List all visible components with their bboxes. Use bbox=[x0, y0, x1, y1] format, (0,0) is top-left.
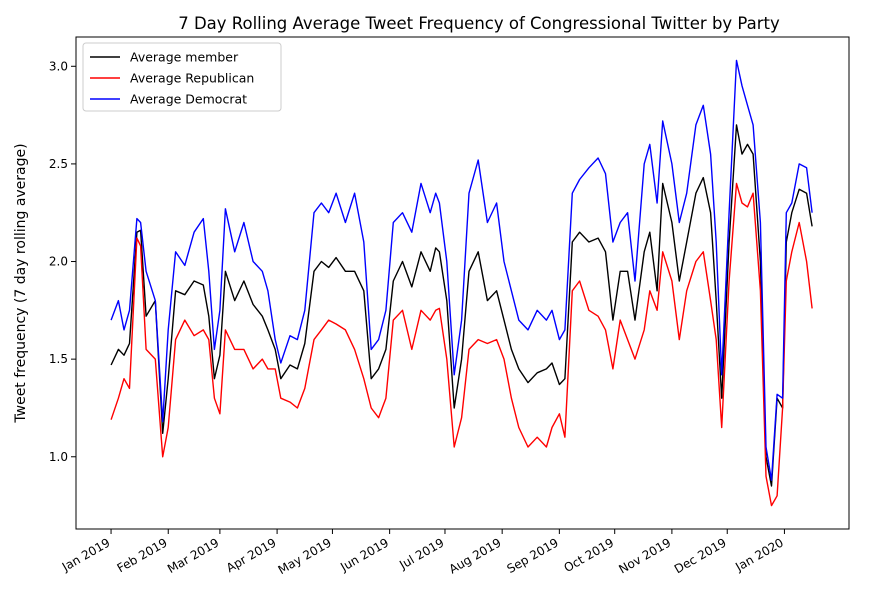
x-tick-label: Oct 2019 bbox=[561, 535, 616, 575]
y-tick-label: 1.5 bbox=[49, 352, 68, 366]
x-tick-label: Jan 2019 bbox=[59, 535, 113, 574]
y-tick-label: 3.0 bbox=[49, 59, 68, 73]
x-tick-label: Nov 2019 bbox=[616, 535, 673, 576]
x-tick-label: Jun 2019 bbox=[337, 535, 391, 574]
series-line-average-republican bbox=[110, 182, 813, 507]
x-tick-label: Dec 2019 bbox=[672, 535, 729, 576]
legend-label-average-democrat: Average Democrat bbox=[130, 92, 247, 107]
legend-frame bbox=[82, 42, 282, 112]
legend-label-average-member: Average member bbox=[130, 50, 239, 65]
x-tick-label: Jul 2019 bbox=[396, 535, 446, 572]
x-tick-label: Apr 2019 bbox=[224, 535, 279, 575]
x-tick-label: Aug 2019 bbox=[447, 535, 504, 576]
y-tick-label: 2.0 bbox=[49, 255, 68, 269]
y-axis-label: Tweet frequency (7 day rolling average) bbox=[13, 143, 29, 423]
x-tick-label: May 2019 bbox=[276, 535, 334, 577]
y-axis: 1.0 1.5 2.0 2.5 3.0 bbox=[49, 59, 76, 464]
series-line-average-member bbox=[110, 124, 813, 487]
x-tick-label: Feb 2019 bbox=[115, 535, 170, 575]
legend-label-average-republican: Average Republican bbox=[130, 71, 254, 86]
y-tick-label: 1.0 bbox=[49, 450, 68, 464]
series-line-average-democrat bbox=[110, 59, 813, 481]
y-tick-label: 2.5 bbox=[49, 157, 68, 171]
x-tick-label: Jan 2020 bbox=[732, 535, 786, 574]
plot-area-frame bbox=[75, 36, 850, 530]
x-tick-label: Sep 2019 bbox=[505, 535, 561, 576]
legend: Average member Average Republican Average … bbox=[82, 42, 282, 112]
chart-title: 7 Day Rolling Average Tweet Frequency of… bbox=[178, 14, 780, 33]
x-tick-label: Mar 2019 bbox=[165, 535, 221, 576]
plot-lines bbox=[110, 59, 813, 507]
